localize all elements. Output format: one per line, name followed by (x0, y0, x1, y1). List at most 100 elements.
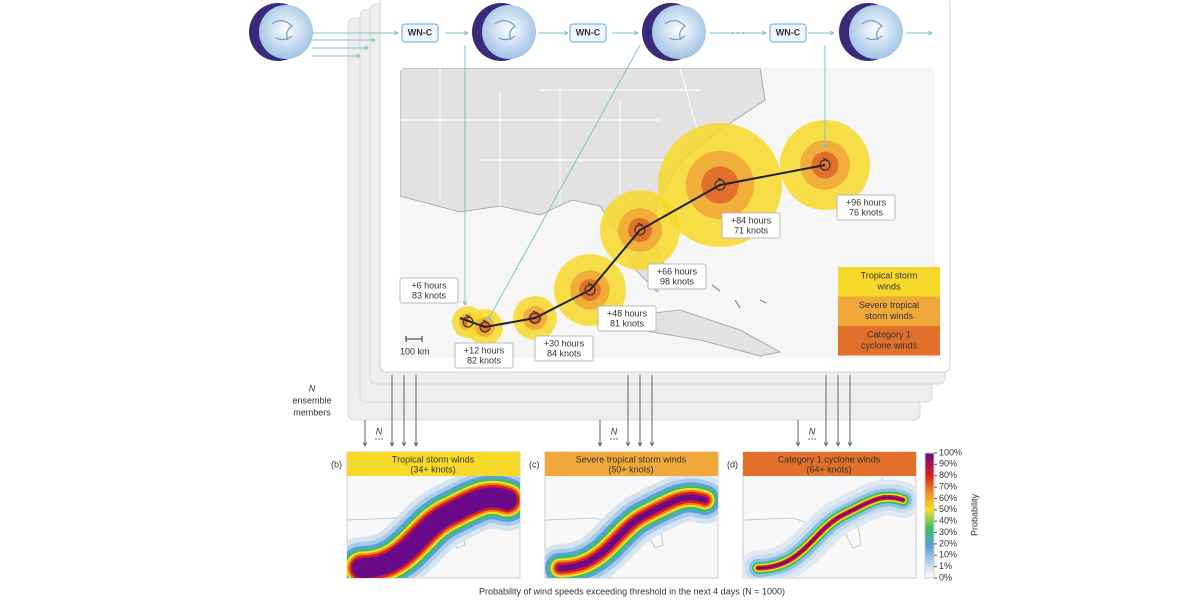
colorbar-label: 60% (939, 493, 957, 503)
arrow-head (597, 442, 603, 447)
storm-icon (584, 282, 596, 296)
arrow-head (389, 442, 395, 447)
model-label: WN-C (576, 27, 601, 37)
arrow-head (823, 442, 829, 447)
panel-title: Category 1 cyclone winds (778, 454, 881, 464)
legend-label: winds (876, 281, 901, 291)
plume (743, 477, 916, 578)
model-box (569, 23, 607, 43)
ellipsis: · · · (731, 27, 745, 37)
forecast-knots: 82 knots (467, 355, 502, 365)
colorbar-label: 80% (939, 470, 957, 480)
ensemble-label: members (293, 407, 331, 417)
forecast-hours: +66 hours (657, 266, 698, 276)
probability-band (352, 487, 517, 578)
legend-label: Severe tropical (859, 300, 919, 310)
island (711, 284, 721, 292)
globe (652, 5, 706, 59)
arrow-head (795, 442, 801, 447)
map-layer (400, 68, 870, 357)
legend-swatch (838, 267, 940, 297)
legend-swatch (838, 326, 940, 356)
panel-threshold: (34+ knots) (410, 464, 455, 474)
arrow-head (364, 45, 369, 51)
panel-title: Severe tropical storm winds (576, 454, 687, 464)
globe-swirl (664, 19, 686, 41)
plume (545, 476, 718, 578)
colorbar-label: 30% (939, 527, 957, 537)
panel-title: Tropical storm winds (392, 454, 475, 464)
forecast-hours: +84 hours (731, 215, 772, 225)
colorbar (924, 452, 935, 579)
arrow-head (464, 30, 469, 36)
arrow-head (356, 53, 361, 59)
globe (259, 5, 313, 59)
forecast-knots: 98 knots (660, 276, 695, 286)
forecast-hours: +30 hours (544, 338, 585, 348)
colorbar-label: 50% (939, 504, 957, 514)
legend-label: cyclone winds (861, 340, 918, 350)
arrow-head (413, 442, 419, 447)
arrow-head (649, 442, 655, 447)
arrow-head (362, 442, 368, 447)
forecast-box (597, 305, 657, 332)
arrow-head (401, 442, 407, 447)
arrow-head (487, 315, 492, 321)
forecast-box (534, 335, 594, 362)
arrow-head (625, 442, 631, 447)
panel-tag: (d) (727, 459, 738, 469)
forecast-knots: 84 knots (547, 348, 582, 358)
ensemble-label: ensemble (292, 395, 331, 405)
forecast-knots: 81 knots (610, 318, 645, 328)
panel-header (545, 452, 718, 476)
globe (849, 5, 903, 59)
forecast-hours: +6 hours (411, 280, 447, 290)
forecast-box (721, 212, 781, 239)
panel-threshold: (50+ knots) (608, 464, 653, 474)
colorbar-label: 20% (939, 538, 957, 548)
forecast-box (836, 194, 896, 221)
panel-threshold: (64+ knots) (806, 464, 851, 474)
probability-band (757, 496, 904, 569)
model-box (769, 23, 807, 43)
colorbar-label: 0% (939, 572, 952, 582)
arrow-head (371, 37, 376, 43)
island (759, 299, 767, 304)
probability-band (557, 494, 708, 571)
globe-swirl (494, 19, 516, 41)
model-box (401, 23, 439, 43)
arrow-head (762, 30, 767, 36)
legend-label: Tropical storm (861, 270, 918, 280)
forecast-box (454, 342, 514, 369)
arrow-head (830, 30, 835, 36)
colorbar-title: Probability (969, 493, 979, 536)
colorbar-label: 10% (939, 550, 957, 560)
forecast-hours: +96 hours (846, 197, 887, 207)
legend-swatch (838, 296, 940, 326)
ensemble-label: N (309, 383, 316, 393)
panel-header (347, 452, 520, 476)
forecast-hours: +48 hours (607, 308, 648, 318)
model-label: WN-C (408, 27, 433, 37)
arrow-head (634, 30, 639, 36)
caption: Probability of wind speeds exceeding thr… (479, 586, 785, 596)
arrow-head (835, 442, 841, 447)
colorbar-label: 1% (939, 561, 952, 571)
scale-label: 100 km (400, 346, 430, 356)
legend-label: storm winds (865, 311, 914, 321)
arrow-head (394, 30, 399, 36)
storm-icon (819, 157, 831, 171)
forecast-knots: 76 knots (849, 207, 884, 217)
arrow-head (564, 30, 569, 36)
arrow-line (487, 44, 641, 321)
arrow-head (847, 442, 853, 447)
storm-icon (462, 314, 474, 328)
globe (482, 5, 536, 59)
colorbar-label: 100% (939, 447, 962, 457)
arrow-head (928, 30, 933, 36)
globe-swirl (271, 19, 293, 41)
n-label: N (809, 426, 816, 436)
model-label: WN-C (776, 27, 801, 37)
forecast-box (647, 263, 707, 290)
panel-tag: (b) (331, 459, 342, 469)
